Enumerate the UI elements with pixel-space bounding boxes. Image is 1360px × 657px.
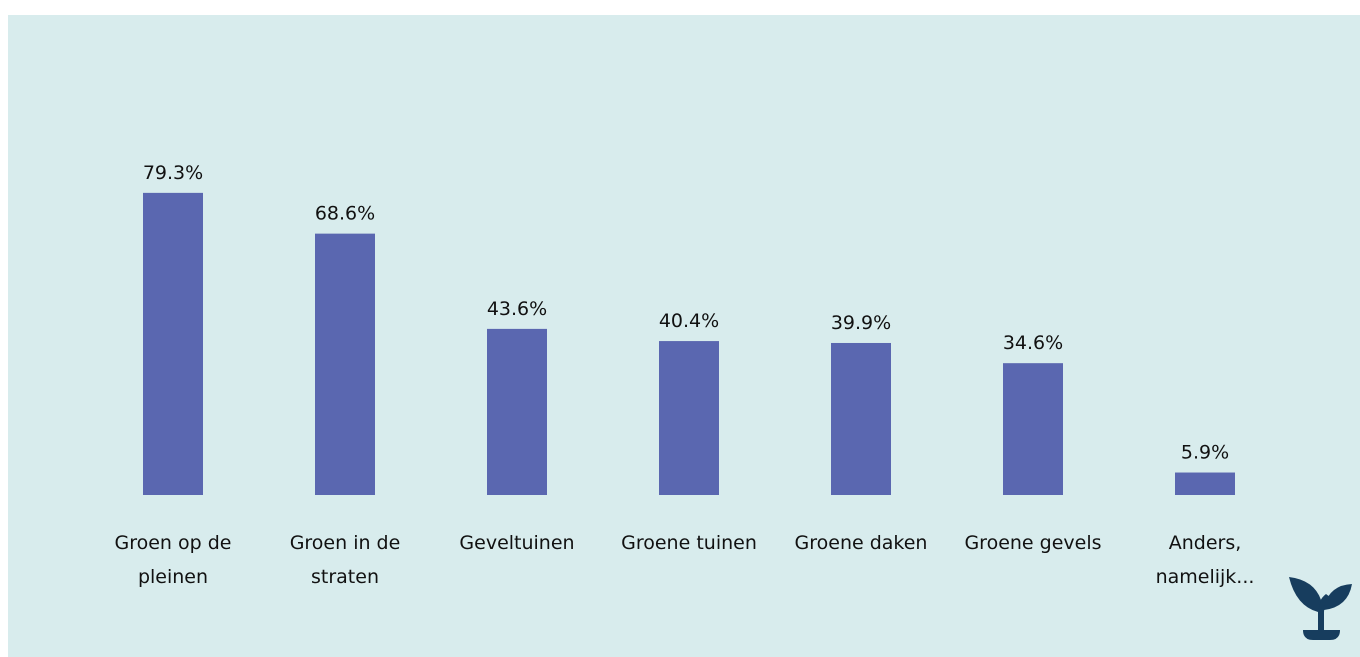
- bar: [831, 342, 891, 495]
- leaf-icon: [1289, 577, 1352, 640]
- bar: [1003, 363, 1063, 495]
- value-label: 5.9%: [1181, 442, 1229, 464]
- bar: [659, 341, 719, 495]
- category-label: Groene tuinen: [621, 532, 757, 554]
- value-label: 40.4%: [659, 310, 719, 332]
- value-label: 34.6%: [1003, 332, 1063, 354]
- bar: [143, 192, 203, 495]
- chart-panel: [8, 15, 1360, 657]
- bar: [487, 328, 547, 495]
- category-label: Groene daken: [794, 532, 928, 554]
- category-label: Groen op de pleinen: [114, 532, 232, 588]
- category-label: Anders, namelijk...: [1155, 532, 1255, 588]
- bar: [315, 233, 375, 495]
- category-label: Geveltuinen: [459, 532, 575, 554]
- value-label: 68.6%: [315, 203, 375, 225]
- category-label: Groene gevels: [964, 532, 1102, 554]
- bar: [1175, 472, 1235, 495]
- value-label: 79.3%: [143, 162, 203, 184]
- value-label: 43.6%: [487, 298, 547, 320]
- value-label: 39.9%: [831, 312, 891, 334]
- category-label: Groen in de straten: [289, 532, 401, 588]
